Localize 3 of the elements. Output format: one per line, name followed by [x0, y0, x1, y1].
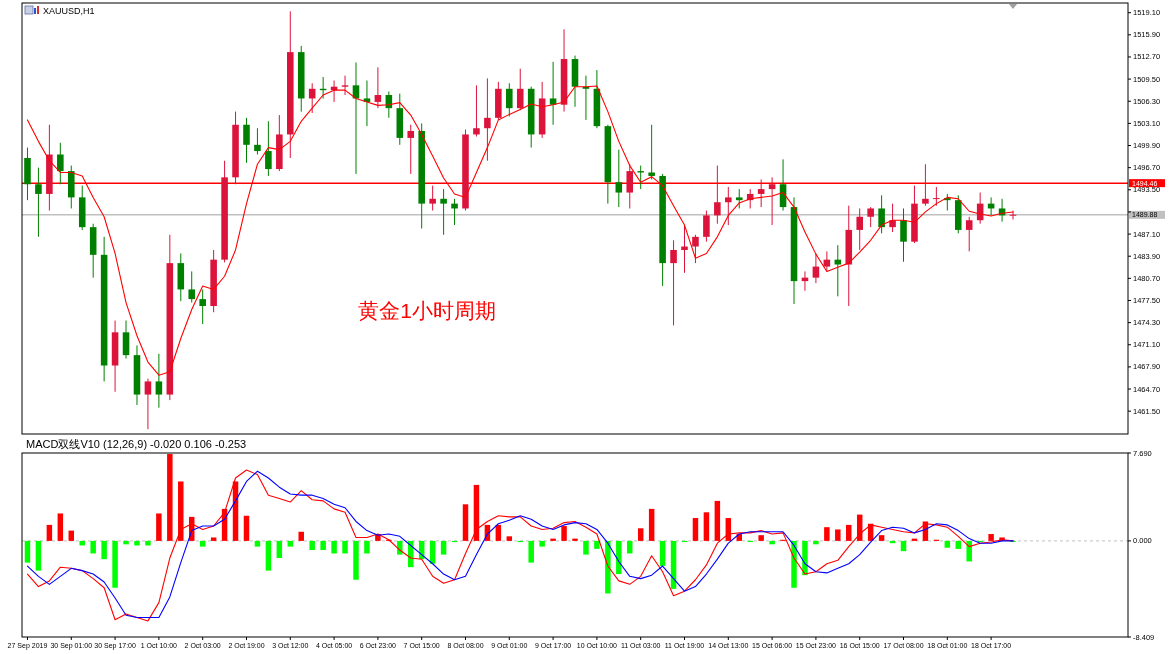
- chart-title: MACD双线V10 (12,26,9) -0.020 0.106 -0.253: [26, 438, 247, 450]
- chart-title: XAUUSD,H1: [43, 6, 95, 16]
- annotation: 黄金1小时周期: [358, 298, 496, 322]
